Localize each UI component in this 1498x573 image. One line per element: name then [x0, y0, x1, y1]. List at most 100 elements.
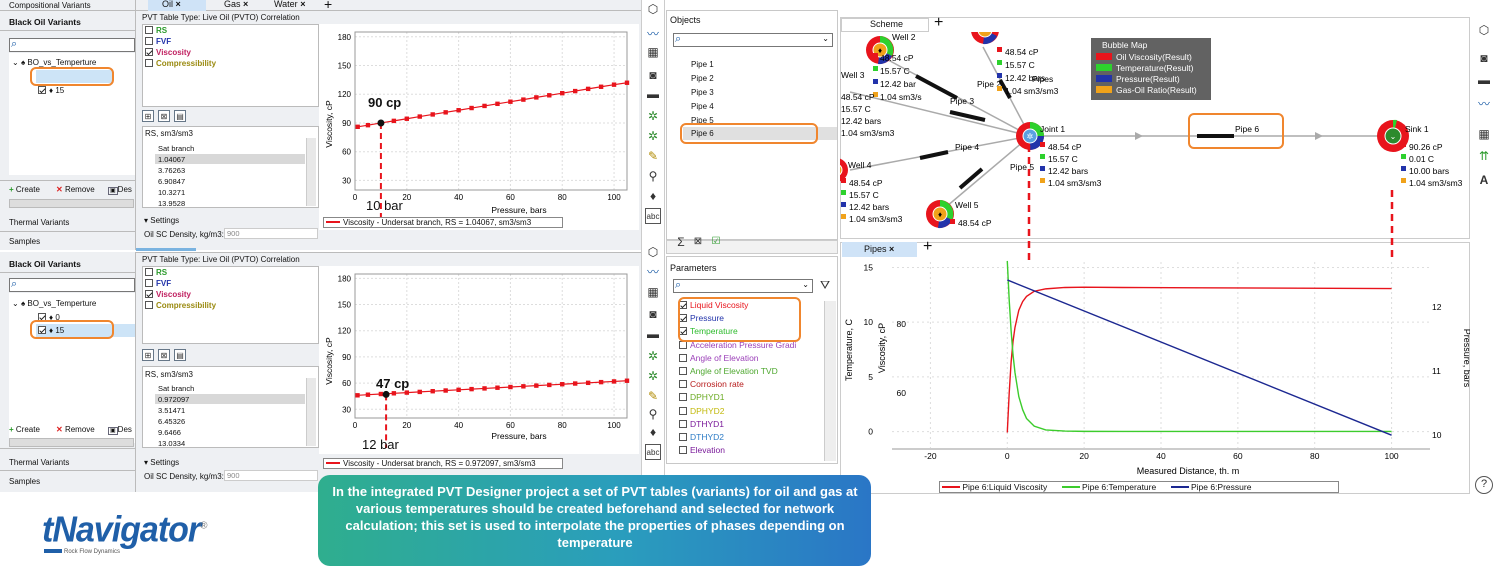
- table-tool-2-icon[interactable]: ⊠: [158, 349, 170, 361]
- compositional-variants-header[interactable]: Compositional Variants: [9, 1, 91, 10]
- tab-scheme[interactable]: Scheme: [841, 18, 929, 32]
- search-field[interactable]: ⌕: [9, 38, 135, 52]
- object-item[interactable]: Pipe 1: [691, 60, 714, 69]
- add-tab-icon[interactable]: +: [934, 14, 944, 31]
- abc-icon[interactable]: abc: [645, 208, 661, 224]
- rs-list-item[interactable]: 9.6466: [158, 428, 181, 437]
- print-icon[interactable]: ▬: [1478, 73, 1490, 87]
- prop-rs[interactable]: RS: [145, 268, 167, 277]
- desc-button[interactable]: ▣ Des: [108, 425, 132, 435]
- table-tool-3-icon[interactable]: ▤: [174, 349, 186, 361]
- cube-icon[interactable]: ⬡: [647, 2, 659, 16]
- parameter-item[interactable]: DPHYD2: [679, 406, 724, 416]
- parameter-item[interactable]: Angle of Elevation: [679, 353, 759, 363]
- tree-icon[interactable]: ⚲: [648, 407, 658, 421]
- create-button[interactable]: + Create: [9, 425, 40, 434]
- abc-icon[interactable]: abc: [645, 444, 661, 460]
- object-item-selected[interactable]: Pipe 6: [691, 129, 714, 138]
- object-item[interactable]: Pipe 5: [691, 116, 714, 125]
- tab-pipes[interactable]: Pipes ×: [842, 242, 917, 257]
- text-size-icon[interactable]: A: [1479, 173, 1489, 187]
- rs-list-item[interactable]: 13.0334: [158, 439, 186, 448]
- density-input[interactable]: 900: [224, 470, 318, 481]
- tree-root[interactable]: ⌄ ♠ BO_vs_Temperture: [12, 299, 97, 308]
- camera-icon[interactable]: ◙: [649, 307, 657, 321]
- close-icon[interactable]: ×: [889, 244, 895, 254]
- sum-icon[interactable]: Σ: [677, 235, 685, 249]
- funnel-icon[interactable]: ⛛: [819, 278, 831, 292]
- chart-line-icon[interactable]: 〰: [1477, 97, 1490, 111]
- create-button[interactable]: + Create: [9, 185, 40, 194]
- list-scrollbar[interactable]: [306, 378, 316, 446]
- tree-root[interactable]: ⌄ ♠ BO_vs_Temperture: [12, 58, 97, 67]
- chart-line-icon[interactable]: 〰: [646, 265, 659, 279]
- tab-oil[interactable]: Oil ×: [148, 0, 206, 11]
- rs-list-item[interactable]: 0.972097: [158, 395, 190, 404]
- prop-compressibility[interactable]: Compressibility: [145, 301, 216, 310]
- drop-icon[interactable]: ♦: [649, 425, 657, 439]
- desc-button[interactable]: ▣ Des: [108, 185, 132, 195]
- rs-list-item[interactable]: Sat branch: [158, 144, 195, 153]
- h-scrollbar[interactable]: [9, 438, 134, 447]
- wand-icon[interactable]: ✎: [647, 149, 659, 163]
- rs-list-item[interactable]: 3.51471: [158, 406, 186, 415]
- well-top-node[interactable]: [971, 32, 999, 45]
- list-scrollbar[interactable]: [306, 138, 316, 206]
- object-item[interactable]: Pipe 2: [691, 74, 714, 83]
- rs-list-item[interactable]: 10.3271: [158, 188, 186, 197]
- settings-header[interactable]: ▾ Settings: [144, 216, 180, 225]
- thermal-variants-header[interactable]: Thermal Variants: [9, 458, 70, 467]
- rs-list-item[interactable]: 1.04067: [158, 155, 186, 164]
- gear-icon[interactable]: ✲: [647, 109, 659, 123]
- parameter-item[interactable]: DPHYD1: [679, 392, 724, 402]
- samples-header[interactable]: Samples: [9, 237, 41, 246]
- filter-table-icon[interactable]: ⊠: [693, 236, 703, 247]
- close-icon[interactable]: ×: [175, 0, 181, 9]
- table-tool-2-icon[interactable]: ⊠: [158, 110, 170, 122]
- tree-item-15[interactable]: ♦ 15: [38, 326, 64, 335]
- add-tab-icon[interactable]: +: [324, 0, 333, 12]
- prop-rs[interactable]: RS: [145, 26, 167, 35]
- drop-icon[interactable]: ♦: [649, 189, 657, 203]
- parameter-item[interactable]: Elevation: [679, 445, 725, 455]
- sort-icon[interactable]: ⇈: [1478, 149, 1490, 163]
- rs-list-item[interactable]: 13.9528: [158, 199, 186, 208]
- remove-button[interactable]: ✕ Remove: [56, 185, 95, 194]
- add-tab-icon[interactable]: +: [923, 238, 933, 255]
- print-icon[interactable]: ▬: [647, 327, 659, 341]
- object-item[interactable]: Pipe 3: [691, 88, 714, 97]
- rs-list-item[interactable]: Sat branch: [158, 384, 195, 393]
- settings-header[interactable]: ▾ Settings: [144, 458, 180, 467]
- rs-list-item[interactable]: 3.76263: [158, 166, 186, 175]
- search-field[interactable]: ⌕: [9, 278, 135, 292]
- tab-gas[interactable]: Gas ×: [224, 0, 249, 9]
- density-input[interactable]: 900: [224, 228, 318, 239]
- prop-fvf[interactable]: FVF: [145, 279, 171, 288]
- print-icon[interactable]: ▬: [647, 87, 659, 101]
- table-icon[interactable]: ▦: [647, 45, 659, 59]
- table-icon[interactable]: ▦: [1478, 127, 1490, 141]
- camera-icon[interactable]: ◙: [649, 68, 657, 82]
- gear-icon[interactable]: ✲: [647, 349, 659, 363]
- thermal-variants-header[interactable]: Thermal Variants: [9, 218, 70, 227]
- bubble-map-legend[interactable]: Bubble Map Oil Viscosity(Result) Tempera…: [1091, 38, 1211, 100]
- cube-icon[interactable]: ⬡: [1478, 23, 1490, 37]
- gears-icon[interactable]: ✲: [647, 369, 659, 383]
- table-tool-1-icon[interactable]: ⊞: [142, 349, 154, 361]
- prop-viscosity[interactable]: Viscosity: [145, 290, 191, 299]
- object-item[interactable]: Pipe 4: [691, 102, 714, 111]
- rs-list-item[interactable]: 6.45326: [158, 417, 186, 426]
- chevron-down-icon[interactable]: ⌄: [802, 280, 809, 289]
- table-tool-3-icon[interactable]: ▤: [174, 110, 186, 122]
- chart-line-icon[interactable]: 〰: [646, 27, 659, 41]
- tab-water[interactable]: Water ×: [274, 0, 306, 9]
- remove-button[interactable]: ✕ Remove: [56, 425, 95, 434]
- joint-1-node[interactable]: ✲: [1016, 122, 1044, 150]
- table-icon[interactable]: ▦: [647, 285, 659, 299]
- rs-list-item[interactable]: 6.90847: [158, 177, 186, 186]
- gears-icon[interactable]: ✲: [647, 129, 659, 143]
- parameters-search[interactable]: ⌕ ⌄: [673, 279, 813, 293]
- v-scrollbar[interactable]: [824, 301, 836, 461]
- cube-icon[interactable]: ⬡: [647, 245, 659, 259]
- prop-viscosity[interactable]: Viscosity: [145, 48, 191, 57]
